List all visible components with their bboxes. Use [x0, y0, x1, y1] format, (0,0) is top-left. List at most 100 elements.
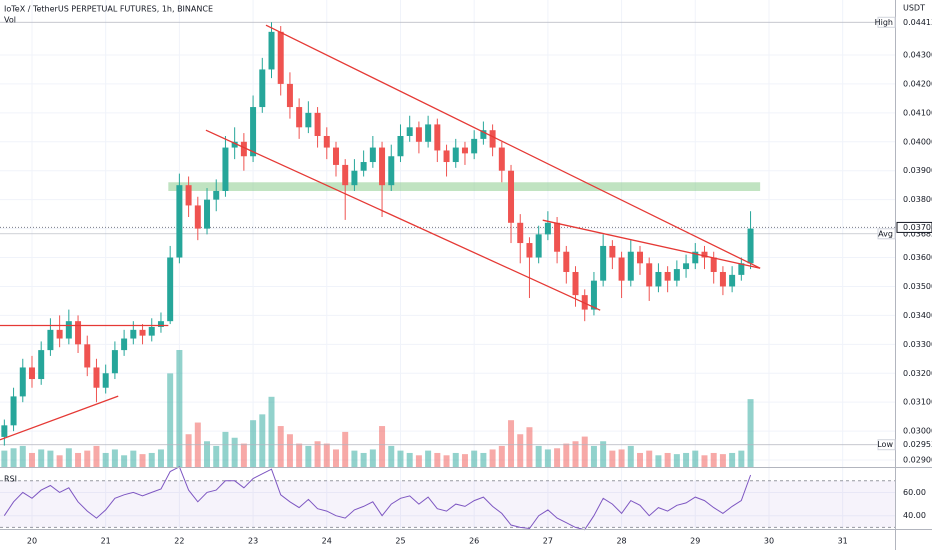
volume-bar: [664, 452, 671, 467]
volume-bar: [19, 445, 26, 467]
volume-bar: [425, 450, 432, 467]
marker-value: 0.04413: [903, 18, 932, 27]
volume-bar: [167, 373, 174, 467]
candle-body: [535, 234, 542, 258]
volume-bar: [572, 441, 579, 467]
candle-body: [213, 190, 220, 200]
x-tick-label: 22: [174, 537, 184, 546]
candle-body: [747, 228, 754, 264]
volume-bar: [231, 437, 238, 467]
candle-body: [176, 185, 183, 258]
candle-body: [342, 164, 349, 186]
x-tick-label: 24: [322, 537, 332, 546]
trendline: [205, 129, 601, 311]
volume-bar: [305, 445, 312, 467]
candle-body: [397, 135, 404, 157]
volume-bar: [28, 452, 35, 467]
volume-bar: [65, 448, 72, 467]
candle-body: [194, 205, 201, 229]
last-price-label: 0.03704: [903, 223, 932, 232]
support-zone: [168, 182, 761, 191]
volume-bar: [554, 448, 561, 467]
volume-bar: [683, 452, 690, 467]
volume-bar: [139, 454, 146, 467]
marker-value-box: [897, 439, 932, 450]
volume-bar: [213, 445, 220, 467]
candle-body: [10, 396, 17, 426]
rsi-label: RSI: [4, 475, 17, 484]
last-price-box: [896, 221, 932, 233]
x-tick-label: 28: [616, 537, 626, 546]
x-tick-label: 23: [248, 537, 258, 546]
candle-body: [1, 425, 8, 437]
rsi-band: [0, 480, 895, 528]
volume-bar: [75, 452, 82, 467]
candle-body: [618, 257, 625, 281]
candle-body: [351, 170, 358, 186]
volume-bar: [655, 455, 662, 467]
candle-body: [56, 329, 63, 339]
volume-bar: [434, 452, 441, 467]
volume-bar: [710, 452, 717, 467]
volume-bar: [102, 452, 109, 467]
volume-bar: [130, 450, 137, 467]
volume-bar: [618, 449, 625, 467]
marker-value-box: [897, 228, 932, 239]
volume-bar: [508, 420, 515, 467]
candle-body: [489, 130, 496, 148]
candle-body: [84, 344, 91, 368]
volume-bar: [222, 431, 229, 467]
candle-body: [222, 147, 229, 191]
candle-body: [517, 222, 524, 244]
candle-body: [673, 269, 680, 281]
volume-bar: [544, 449, 551, 467]
x-tick-label: 31: [838, 537, 848, 546]
candle-body: [148, 326, 155, 336]
volume-bar: [121, 455, 128, 467]
volume-bar: [443, 455, 450, 467]
x-tick-label: 21: [101, 537, 111, 546]
x-tick-label: 26: [469, 537, 479, 546]
volume-bar: [369, 449, 376, 467]
candle-body: [581, 295, 588, 310]
volume-bar: [185, 434, 192, 467]
candle-body: [65, 321, 72, 339]
candle-body: [452, 147, 459, 163]
candle-body: [609, 245, 616, 258]
volume-bar: [581, 436, 588, 467]
candle-body: [314, 112, 321, 136]
volume-bar: [692, 450, 699, 467]
volume-bar: [84, 450, 91, 467]
volume-bar: [157, 449, 164, 467]
volume-bar: [406, 452, 413, 467]
volume-bar: [148, 452, 155, 467]
candle-body: [240, 141, 247, 157]
candle-body: [102, 373, 109, 388]
candle-body: [526, 243, 533, 258]
chart-title: IoTeX / TetherUS PERPETUAL FUTURES, 1h, …: [4, 5, 213, 14]
candle-body: [157, 321, 164, 327]
volume-bar: [526, 427, 533, 467]
volume-bar: [268, 396, 275, 467]
candle-body: [729, 274, 736, 287]
trendline: [265, 24, 761, 269]
candle-body: [139, 329, 146, 336]
candle-body: [286, 83, 293, 108]
marker-tag: [877, 439, 896, 451]
marker-label: High: [875, 18, 893, 27]
marker-label: Low: [877, 440, 893, 449]
candle-body: [508, 170, 515, 223]
volume-bar: [627, 445, 634, 467]
volume-bar: [747, 399, 754, 467]
candle-body: [296, 107, 303, 128]
volume-bar: [415, 455, 422, 467]
candle-body: [121, 338, 128, 351]
candle-body: [167, 257, 174, 322]
candle-body: [443, 150, 450, 163]
candle-body: [28, 367, 35, 380]
